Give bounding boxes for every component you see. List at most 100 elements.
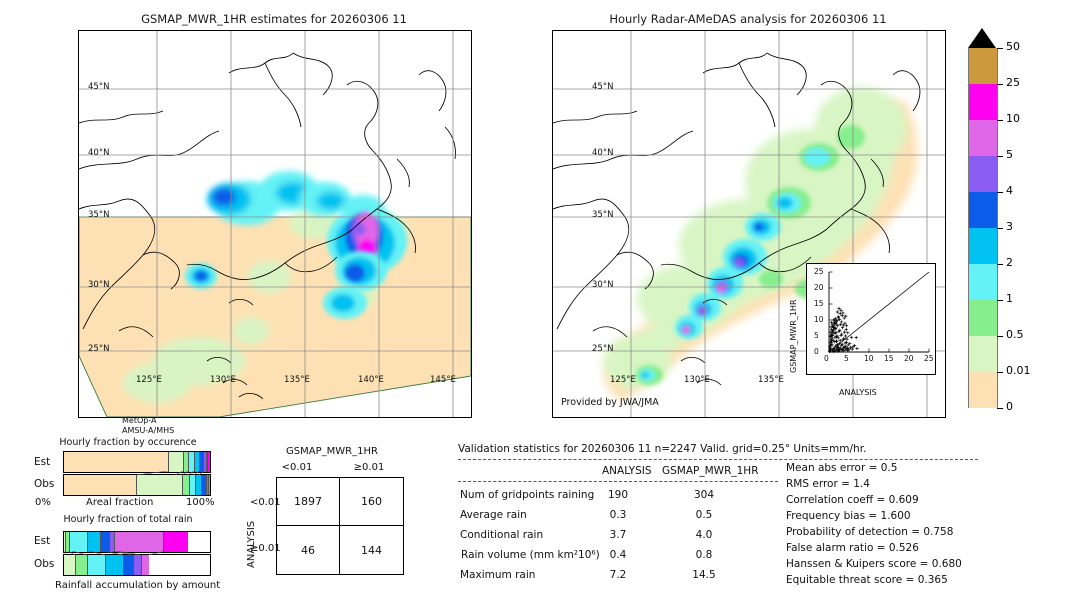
validation-row-label-0: Num of gridpoints raining <box>460 489 595 501</box>
left-map[interactable] <box>78 30 472 418</box>
total-rain-est-segment-5 <box>110 532 115 552</box>
scatter-point-75 <box>843 341 847 345</box>
occurrence-chart-title: Hourly fraction by occurence <box>59 437 197 448</box>
scatter-point-104 <box>829 341 833 345</box>
occurrence-est-segment-5 <box>200 452 204 472</box>
scatter-inset[interactable] <box>806 263 936 375</box>
scatter-point-52 <box>837 317 841 321</box>
scatter-point-106 <box>830 336 834 340</box>
scatter-xtick-0: 0 <box>824 354 829 363</box>
colorbar-label-3: 5 <box>1006 148 1013 161</box>
scatter-point-92 <box>848 342 852 346</box>
occurrence-obs-segment-7 <box>208 475 210 495</box>
occurrence-obs-segment-6 <box>206 475 209 495</box>
right-lat-tick-4: 25°N <box>592 344 614 354</box>
validation-score-0: Mean abs error = 0.5 <box>786 462 898 474</box>
occurrence-obs-bar[interactable] <box>63 474 211 496</box>
scatter-xtick-4: 20 <box>904 354 914 363</box>
scatter-point-94 <box>849 335 853 339</box>
total-rain-obs-segment-4 <box>123 555 135 575</box>
left-lon-tick-3: 140°E <box>358 375 384 385</box>
scatter-point-70 <box>841 311 845 315</box>
left-lon-tick-4: 145°E <box>430 375 456 385</box>
scatter-xlabel: ANALYSIS <box>839 388 877 397</box>
occurrence-est-segment-8 <box>208 452 210 472</box>
total-rain-obs-bar[interactable] <box>63 554 211 576</box>
scatter-point-58 <box>839 346 843 350</box>
scatter-point-42 <box>835 310 839 314</box>
occurrence-row-label-obs: Obs <box>34 478 55 490</box>
validation-row-label-2: Conditional rain <box>460 529 544 541</box>
right-lon-tick-0: 125°E <box>610 375 636 385</box>
scatter-point-118 <box>835 339 839 344</box>
validation-row-gsmap-2: 4.0 <box>695 529 713 541</box>
contingency-cell-false-alarm: 160 <box>340 478 403 526</box>
contingency-cell-hit: 144 <box>361 543 382 557</box>
contingency-cell-miss: 46 <box>277 526 340 574</box>
scatter-point-107 <box>830 333 834 337</box>
colorbar-band-0 <box>968 48 998 84</box>
scatter-point-33 <box>835 319 839 323</box>
colorbar-band-2 <box>968 120 998 156</box>
scatter-point-43 <box>837 315 841 319</box>
validation-row-gsmap-1: 0.5 <box>695 509 713 521</box>
occurrence-est-bar[interactable] <box>63 451 211 473</box>
scatter-point-122 <box>836 348 840 352</box>
map-credit: Provided by JWA/JMA <box>561 397 659 408</box>
scatter-point-12 <box>829 320 833 325</box>
scatter-point-114 <box>833 321 837 325</box>
occurrence-est-segment-7 <box>206 452 209 472</box>
colorbar-label-8: 0.5 <box>1006 328 1024 341</box>
scatter-point-44 <box>836 324 840 328</box>
scatter-point-66 <box>840 342 844 346</box>
right-lat-tick-2: 35°N <box>592 210 614 220</box>
validation-header: Validation statistics for 20260306 11 n=… <box>458 443 867 455</box>
right-map[interactable]: GSMAP_MWR_1HR ANALYSIS 0 5 10 15 20 25 0 5 10 15… <box>552 30 946 418</box>
colorbar-label-5: 3 <box>1006 220 1013 233</box>
validation-score-4: Probability of detection = 0.758 <box>786 526 954 538</box>
validation-score-6: Hanssen & Kuipers score = 0.680 <box>786 558 962 570</box>
scatter-point-8 <box>829 330 833 334</box>
colorbar-label-7: 1 <box>1006 292 1013 305</box>
scatter-ytick-1: 5 <box>814 331 819 340</box>
scatter-point-81 <box>843 334 847 338</box>
scatter-point-86 <box>845 324 849 328</box>
occurrence-axis-min: 0% <box>35 497 51 508</box>
scatter-xtick-5: 25 <box>924 354 934 363</box>
left-panel-title: GSMAP_MWR_1HR estimates for 20260306 11 <box>141 12 407 26</box>
colorbar-band-8 <box>968 336 998 372</box>
right-lat-tick-0: 45°N <box>592 82 614 92</box>
total-rain-est-bar[interactable] <box>63 531 211 553</box>
scatter-point-51 <box>838 312 842 316</box>
scatter-point-53 <box>839 322 843 327</box>
left-lon-tick-2: 135°E <box>284 375 310 385</box>
total-rain-row-label-obs: Obs <box>34 558 55 570</box>
left-lat-tick-1: 40°N <box>88 148 110 158</box>
scatter-point-84 <box>845 347 849 351</box>
left-map-canvas <box>79 31 471 417</box>
occurrence-obs-segment-1 <box>137 475 183 495</box>
scatter-point-76 <box>842 345 846 349</box>
colorbar-label-1: 25 <box>1006 76 1020 89</box>
total-rain-obs-segment-0 <box>64 555 76 575</box>
left-lon-tick-1: 130°E <box>210 375 236 385</box>
occurrence-est-segment-0 <box>64 452 170 472</box>
scatter-point-41 <box>836 315 840 320</box>
contingency-cell-hit-miss: 1897 <box>277 478 340 526</box>
total-rain-est-segment-3 <box>87 532 102 552</box>
colorbar-label-9: 0.01 <box>1006 364 1031 377</box>
scatter-xtick-2: 10 <box>864 354 874 363</box>
scatter-point-79 <box>843 321 847 325</box>
colorbar-label-10: 0 <box>1006 400 1013 413</box>
scatter-point-61 <box>840 313 844 318</box>
validation-row-analysis-1: 0.3 <box>609 509 627 521</box>
total-rain-est-segment-7 <box>164 532 189 552</box>
right-lat-tick-3: 30°N <box>592 280 614 290</box>
colorbar-tick-1 <box>997 84 1003 85</box>
scatter-point-117 <box>834 335 838 339</box>
colorbar-tick-7 <box>997 300 1003 301</box>
occurrence-axis-max: 100% <box>186 497 215 508</box>
colorbar-band-4 <box>968 192 998 228</box>
scatter-point-80 <box>844 328 848 332</box>
